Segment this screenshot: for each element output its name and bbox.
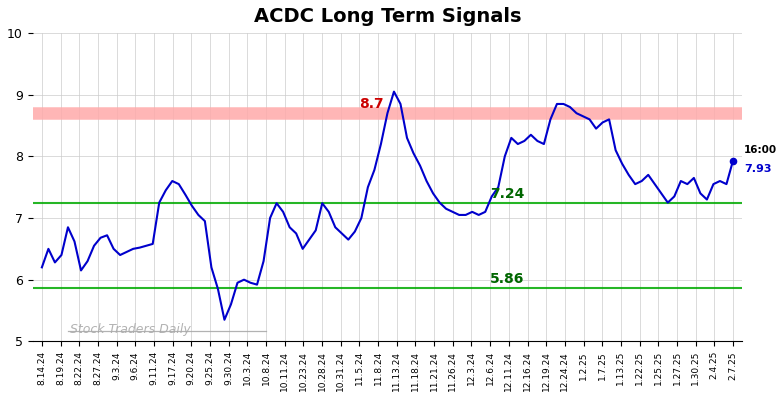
Text: 5.86: 5.86: [490, 272, 524, 287]
Text: 7.93: 7.93: [744, 164, 771, 174]
Text: 8.7: 8.7: [359, 97, 384, 111]
Title: ACDC Long Term Signals: ACDC Long Term Signals: [254, 7, 521, 26]
Text: 7.24: 7.24: [490, 187, 524, 201]
Text: Stock Traders Daily: Stock Traders Daily: [70, 323, 191, 336]
Text: 16:00: 16:00: [744, 144, 777, 155]
Point: [727, 158, 739, 164]
